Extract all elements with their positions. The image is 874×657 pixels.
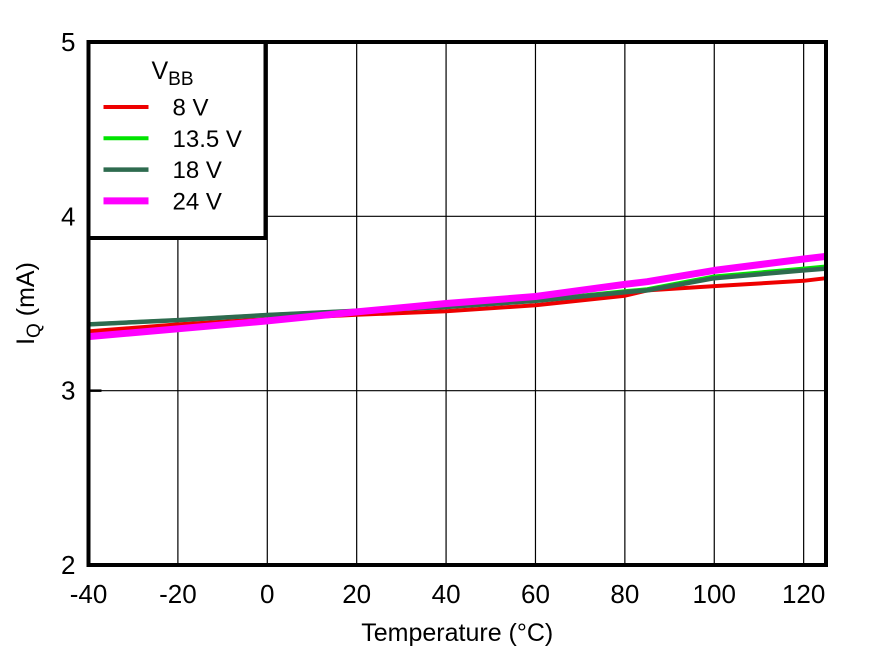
series-line-18-v bbox=[88, 266, 827, 327]
legend: VBB 8 V 13.5 V 18 V 24 V bbox=[86, 40, 268, 240]
x-tick-label: 40 bbox=[432, 579, 461, 609]
x-tick-label: 0 bbox=[260, 579, 274, 609]
x-tick-label: 120 bbox=[782, 579, 825, 609]
legend-item-label: 13.5 V bbox=[173, 126, 242, 153]
series-line-24-v bbox=[88, 252, 827, 341]
x-tick-label: 20 bbox=[342, 579, 371, 609]
x-tick-label: 80 bbox=[610, 579, 639, 609]
y-tick-label: 4 bbox=[61, 201, 75, 231]
y-tick-label: 2 bbox=[61, 550, 75, 580]
plot-border bbox=[86, 40, 828, 567]
y-tick-label: 3 bbox=[61, 376, 75, 406]
series-group bbox=[88, 252, 827, 341]
y-tick-label: 5 bbox=[61, 27, 75, 57]
legend-item-label: 18 V bbox=[173, 157, 222, 184]
y-axis-title: IQ (mA) bbox=[12, 262, 45, 345]
legend-title: VBB bbox=[151, 57, 193, 90]
legend-item-label: 24 V bbox=[173, 188, 222, 215]
x-axis-title: Temperature (°C) bbox=[361, 619, 553, 647]
x-tick-label: 60 bbox=[521, 579, 550, 609]
legend-item-label: 8 V bbox=[173, 95, 209, 122]
x-tick-label: -20 bbox=[159, 579, 197, 609]
x-tick-label: -40 bbox=[70, 579, 108, 609]
x-tick-label: 100 bbox=[693, 579, 736, 609]
